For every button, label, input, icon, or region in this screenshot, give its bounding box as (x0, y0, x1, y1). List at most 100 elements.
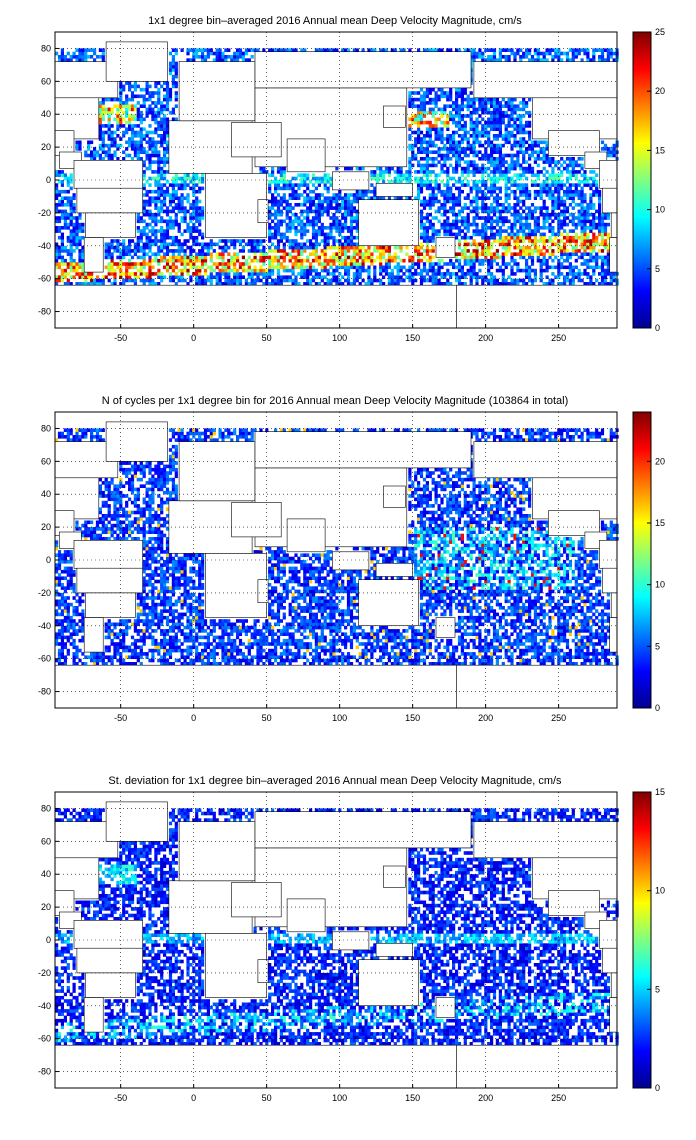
map-bin (294, 216, 298, 220)
map-bin (332, 262, 336, 266)
map-bin (192, 209, 196, 214)
map-bin (530, 252, 535, 256)
map-bin (417, 120, 421, 125)
map-bin (373, 189, 377, 194)
map-bin (171, 219, 175, 224)
map-bin (195, 278, 199, 283)
map-bin (463, 242, 467, 247)
map-bin (498, 232, 502, 237)
map-bin (271, 219, 275, 224)
map-bin (603, 239, 608, 243)
map-bin (393, 48, 397, 52)
map-bin (139, 219, 143, 224)
map-bin (583, 180, 587, 184)
map-bin (344, 216, 348, 220)
map-bin (113, 239, 117, 243)
map-bin (101, 58, 105, 62)
map-bin (285, 186, 289, 191)
map-bin (528, 48, 532, 52)
map-bin (367, 268, 371, 273)
map-bin (455, 143, 459, 148)
map-bin (291, 176, 295, 181)
map-bin (198, 265, 202, 270)
map-bin (344, 206, 348, 210)
map-bin (367, 48, 371, 52)
map-bin (542, 262, 546, 266)
map-bin (525, 193, 529, 197)
map-bin (183, 173, 187, 177)
map-bin (431, 140, 435, 145)
map-bin (317, 206, 321, 210)
map-bin (69, 249, 73, 253)
map-bin (104, 252, 108, 256)
map-bin (475, 117, 479, 122)
map-bin (201, 55, 205, 59)
map-bin (437, 150, 441, 154)
map-bin (160, 278, 164, 283)
map-bin (513, 258, 517, 263)
map-bin (422, 104, 427, 108)
map-bin (487, 97, 491, 102)
map-bin (311, 232, 316, 237)
map-bin (507, 203, 511, 207)
map-bin (463, 176, 467, 181)
map-bin (221, 268, 225, 273)
map-bin (516, 196, 520, 200)
map-bin (525, 48, 529, 52)
map-bin (329, 278, 333, 283)
map-bin (422, 97, 427, 102)
map-bin (174, 255, 178, 260)
map-bin (174, 258, 178, 263)
map-bin (314, 186, 318, 191)
map-bin (598, 193, 602, 197)
map-bin (490, 97, 494, 102)
map-bin (122, 130, 126, 135)
map-bin (525, 51, 529, 56)
map-bin (560, 51, 564, 56)
map-bin (542, 140, 546, 145)
map-bin (452, 219, 456, 224)
map-bin (408, 147, 412, 151)
map-bins (55, 48, 619, 286)
map-bin (171, 186, 175, 191)
map-bin (346, 212, 351, 217)
map-bin (452, 130, 456, 135)
map-bin (449, 209, 453, 214)
map-bin (338, 209, 342, 214)
map-bin (192, 183, 196, 187)
map-bin (466, 249, 470, 253)
map-bin (560, 203, 564, 207)
map-bin (431, 48, 435, 52)
map-bin (469, 91, 473, 95)
map-bin (236, 268, 240, 273)
map-bin (551, 166, 555, 171)
map-bin (475, 282, 479, 286)
map-bin (504, 160, 508, 164)
map-bin (536, 206, 540, 210)
map-bin (492, 58, 497, 62)
map-bin (565, 166, 570, 171)
map-bin (446, 219, 450, 224)
map-bin (484, 255, 488, 260)
map-bin (449, 48, 453, 52)
map-bin (63, 245, 67, 250)
map-bin (574, 232, 578, 237)
map-bin (516, 203, 520, 207)
map-bin (580, 193, 584, 197)
map-bin (148, 199, 152, 204)
map-bin (84, 55, 88, 59)
map-bin (160, 203, 164, 207)
map-bin (414, 176, 418, 181)
map-bin (168, 51, 173, 56)
map-bin (513, 183, 517, 187)
map-bin (487, 117, 491, 122)
map-bin (163, 147, 167, 151)
map-bin (612, 278, 616, 283)
map-bin (487, 120, 491, 125)
map-bin (504, 110, 508, 115)
map-bin (484, 134, 488, 138)
map-bin (384, 249, 389, 253)
map-bin (571, 222, 575, 227)
map-bin (236, 275, 240, 279)
map-bin (551, 180, 555, 184)
